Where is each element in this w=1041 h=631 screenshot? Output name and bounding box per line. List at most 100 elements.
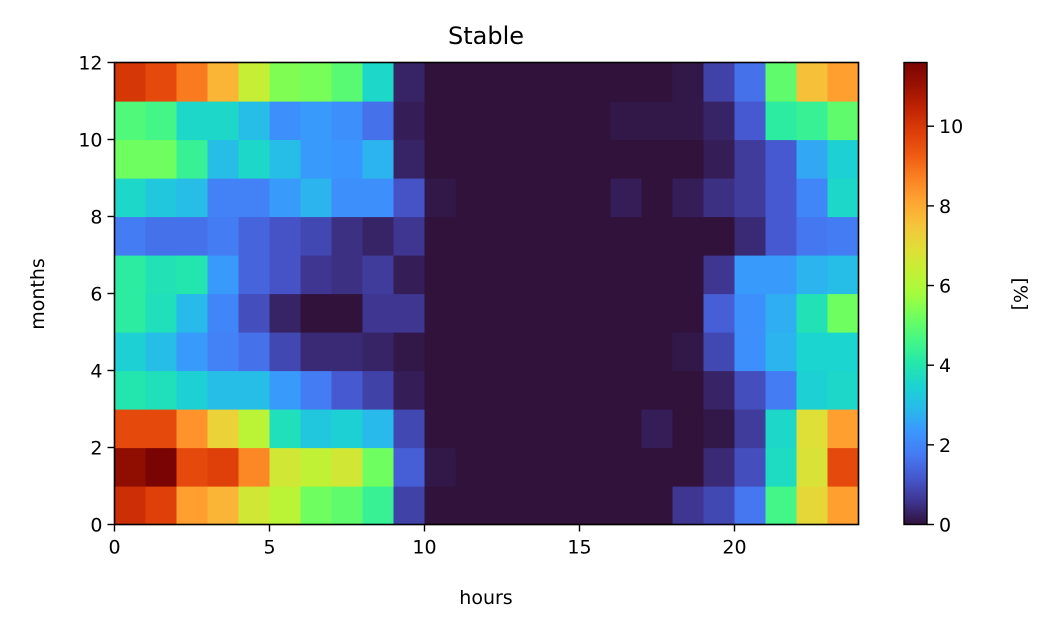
heatmap-cell bbox=[300, 101, 333, 141]
heatmap-cell bbox=[424, 370, 457, 410]
heatmap-cell bbox=[672, 486, 705, 526]
heatmap-cell bbox=[455, 62, 488, 102]
heatmap-cell bbox=[486, 178, 519, 218]
heatmap-cell bbox=[455, 255, 488, 295]
heatmap-cell bbox=[145, 332, 178, 372]
heatmap-cell bbox=[827, 486, 860, 526]
heatmap-cell bbox=[672, 447, 705, 487]
heatmap-cell bbox=[827, 447, 860, 487]
heatmap-cell bbox=[176, 370, 209, 410]
heatmap-cell bbox=[703, 139, 736, 179]
heatmap-cell bbox=[238, 332, 271, 372]
heatmap-cell bbox=[207, 447, 240, 487]
heatmap-cell bbox=[145, 216, 178, 256]
heatmap-cell bbox=[610, 447, 643, 487]
heatmap-cell bbox=[176, 293, 209, 333]
heatmap-cell bbox=[207, 255, 240, 295]
y-tick-label: 2 bbox=[90, 438, 102, 460]
heatmap-cell bbox=[331, 447, 364, 487]
heatmap-cell bbox=[393, 370, 426, 410]
heatmap-cell bbox=[827, 332, 860, 372]
heatmap-cell bbox=[362, 178, 395, 218]
heatmap-cell bbox=[827, 216, 860, 256]
heatmap-cell bbox=[114, 409, 147, 449]
heatmap-cell bbox=[331, 139, 364, 179]
heatmap-cell bbox=[331, 216, 364, 256]
heatmap-cell bbox=[300, 409, 333, 449]
heatmap-cell bbox=[734, 101, 767, 141]
heatmap-cell bbox=[579, 101, 612, 141]
y-tick-label: 10 bbox=[78, 130, 102, 152]
heatmap-cell bbox=[486, 293, 519, 333]
heatmap-cell bbox=[486, 332, 519, 372]
chart-title: Stable bbox=[448, 22, 524, 50]
heatmap-cell bbox=[455, 370, 488, 410]
heatmap-cell bbox=[145, 447, 178, 487]
heatmap-cell bbox=[331, 332, 364, 372]
heatmap-cell bbox=[796, 139, 829, 179]
heatmap-cell bbox=[269, 447, 302, 487]
heatmap-cell bbox=[548, 62, 581, 102]
y-tick-label: 8 bbox=[90, 207, 102, 229]
heatmap-cell bbox=[145, 409, 178, 449]
heatmap-cell bbox=[269, 255, 302, 295]
heatmap-cell bbox=[393, 447, 426, 487]
heatmap-cell bbox=[734, 62, 767, 102]
heatmap-cell bbox=[393, 216, 426, 256]
heatmap-cell bbox=[424, 447, 457, 487]
heatmap-cell bbox=[703, 178, 736, 218]
heatmap-cell bbox=[238, 255, 271, 295]
heatmap-cell bbox=[610, 62, 643, 102]
heatmap-cell bbox=[331, 293, 364, 333]
heatmap-cell bbox=[424, 216, 457, 256]
heatmap-cell bbox=[238, 62, 271, 102]
colorbar-tick-label: 6 bbox=[939, 276, 951, 298]
heatmap-cell bbox=[486, 486, 519, 526]
heatmap-cell bbox=[579, 486, 612, 526]
x-tick-label: 10 bbox=[412, 537, 436, 559]
heatmap-cell bbox=[486, 255, 519, 295]
heatmap-cell bbox=[269, 332, 302, 372]
heatmap-cell bbox=[610, 101, 643, 141]
heatmap-cell bbox=[114, 332, 147, 372]
heatmap-cell bbox=[331, 370, 364, 410]
heatmap-cell bbox=[734, 447, 767, 487]
heatmap-cell bbox=[300, 216, 333, 256]
heatmap-cell bbox=[703, 332, 736, 372]
heatmap-cell bbox=[393, 101, 426, 141]
heatmap-cell bbox=[176, 486, 209, 526]
heatmap-cell bbox=[703, 486, 736, 526]
x-axis-label: hours bbox=[459, 587, 512, 609]
heatmap-cell bbox=[548, 332, 581, 372]
heatmap-cell bbox=[517, 178, 550, 218]
heatmap-cell bbox=[827, 178, 860, 218]
heatmap-cell bbox=[796, 255, 829, 295]
heatmap-cell bbox=[176, 216, 209, 256]
heatmap-cell bbox=[269, 409, 302, 449]
heatmap-cell bbox=[393, 255, 426, 295]
heatmap-cell bbox=[455, 447, 488, 487]
heatmap-cell bbox=[362, 255, 395, 295]
heatmap-cell bbox=[362, 139, 395, 179]
heatmap-cell bbox=[796, 486, 829, 526]
heatmap-cell bbox=[796, 370, 829, 410]
heatmap-cell bbox=[548, 139, 581, 179]
colorbar-tick-label: 2 bbox=[939, 435, 951, 457]
heatmap-cell bbox=[610, 332, 643, 372]
heatmap-cell bbox=[765, 293, 798, 333]
heatmap-cell bbox=[269, 216, 302, 256]
heatmap-cell bbox=[548, 216, 581, 256]
heatmap-cell bbox=[176, 139, 209, 179]
heatmap-cell bbox=[703, 293, 736, 333]
heatmap-cell bbox=[455, 409, 488, 449]
heatmap-cell bbox=[796, 62, 829, 102]
heatmap-cell bbox=[362, 486, 395, 526]
heatmap-cell bbox=[114, 370, 147, 410]
heatmap-cell bbox=[672, 62, 705, 102]
heatmap-cell bbox=[238, 293, 271, 333]
heatmap-cell bbox=[238, 178, 271, 218]
heatmap-cell bbox=[424, 255, 457, 295]
heatmap-cell bbox=[579, 139, 612, 179]
heatmap-cell bbox=[486, 139, 519, 179]
heatmap-cell bbox=[517, 486, 550, 526]
